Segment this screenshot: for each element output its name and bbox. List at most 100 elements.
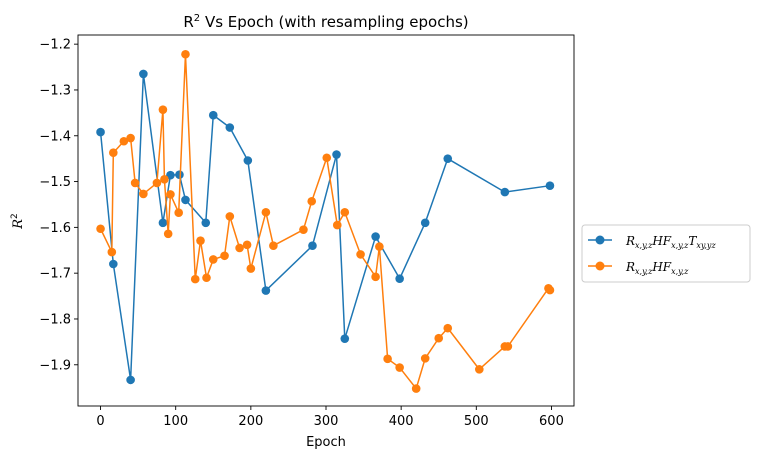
series-1-point [545,181,555,190]
series-2-point [225,212,235,221]
series-2-point [174,208,183,218]
series-1-point [308,241,317,250]
series-1-point [208,110,218,120]
series-2-point [208,255,218,264]
x-tick-label: 0 [96,414,104,429]
y-axis-label-r: R [11,219,26,230]
legend-label-2-sub1: x,y,z [635,267,653,276]
series-2-point [196,236,205,245]
series-2-point [202,273,211,283]
series-2-point [307,196,317,206]
y-tick-label: −1.9 [39,358,71,373]
series-2-point [322,153,332,163]
legend-label-2-main: R [625,260,635,274]
y-axis-label: R2 [10,213,26,230]
series-2-point [375,242,384,251]
x-axis: 0 100 200 300 400 500 600 [96,406,564,429]
series-2-point [242,240,252,250]
series-1-point [201,218,211,228]
series-2-point [119,136,129,146]
legend-label-1-tail: T [688,234,697,248]
y-tick-label: −1.8 [39,312,71,327]
legend-marker-2 [595,261,605,271]
series-2-point [107,247,117,257]
legend-label-1-sub3: xy,yz [696,241,716,250]
x-tick-label: 600 [539,414,564,429]
legend-label-2-mid: HF [651,260,671,274]
series-2-point [332,220,342,230]
x-tick-label: 200 [238,414,263,429]
y-tick-label: −1.6 [39,221,71,236]
x-tick-label: 400 [389,414,414,429]
legend-label-1: Rx,y,zHFx,y,zTxy,yz [625,234,716,250]
series-2-point [160,174,169,184]
legend-box [581,224,751,283]
series-2-point [190,274,200,284]
series-2-point [109,148,118,158]
series-1-point [225,123,235,132]
chart-title-rest: Vs Epoch (with resampling epochs) [200,13,468,31]
series-1-point [332,150,341,159]
y-axis: −1.9 −1.8 −1.7 −1.6 −1.5 −1.4 −1.3 −1.2 [39,38,78,373]
y-axis-label-exponent: 2 [10,213,20,219]
x-tick-label: 500 [464,414,489,429]
series-2-point [158,105,168,114]
series-2-point [152,178,162,188]
series-1-point [166,170,175,180]
series-1-point [175,170,184,179]
x-tick-label: 100 [163,414,188,429]
legend-entry-1: Rx,y,zHFx,y,zTxy,yz [588,234,716,250]
y-tick-label: −1.4 [39,129,71,144]
legend-entry-2: Rx,y,zHFx,y,z [588,260,689,276]
y-tick-label: −1.7 [39,267,71,282]
legend-label-1-mid: HF [651,234,671,248]
y-tick-label: −1.2 [39,38,71,53]
series-1-point [139,69,148,79]
x-axis-label: Epoch [306,435,346,450]
series-2-point [340,207,350,217]
series-1-point [420,218,430,228]
series-2-point [371,272,380,282]
legend-label-1-sub1: x,y,z [635,241,653,250]
series-2-point [356,250,365,259]
series-2-point [181,49,190,59]
series-2-point [246,264,256,273]
series-2-point [503,342,513,351]
series-2-point [395,363,404,372]
series-2-point [434,333,444,343]
series-1-point [158,218,168,228]
series-1-point [109,259,118,269]
series-1-point [500,187,510,197]
series-1-point [395,274,404,283]
y-tick-label: −1.5 [39,175,71,190]
series-2-point [475,365,484,374]
series-1-point [371,232,380,241]
series-2-point [411,384,421,393]
series-2-point [420,354,430,363]
series-2-point [126,133,135,143]
series-1-point [243,156,253,165]
chart-title-r: R [183,13,193,31]
series-2-point [383,354,392,364]
series-1-point [340,334,350,343]
legend-label-2-sub2: x,y,z [671,267,689,276]
series-1-point [96,127,105,137]
series-2-point [130,178,140,188]
legend-label-1-main: R [625,234,635,248]
chart-title: R2 Vs Epoch (with resampling epochs) [183,13,468,31]
legend: Rx,y,zHFx,y,zTxy,yz Rx,y,zHFx,y,z [581,224,751,283]
series-1-point [181,195,190,205]
series-2-point [269,241,278,250]
series-line-1 [99,73,551,381]
legend-label-1-sub2: x,y,z [671,241,689,250]
series-layer [96,49,555,393]
series-2-point [545,285,555,295]
y-tick-label: −1.3 [39,83,71,98]
x-tick-label: 300 [314,414,339,429]
series-line-2 [99,53,551,390]
series-1-point [443,154,453,163]
legend-label-2: Rx,y,zHFx,y,z [625,260,689,276]
series-1-point [126,375,135,385]
series-2-point [261,207,271,217]
